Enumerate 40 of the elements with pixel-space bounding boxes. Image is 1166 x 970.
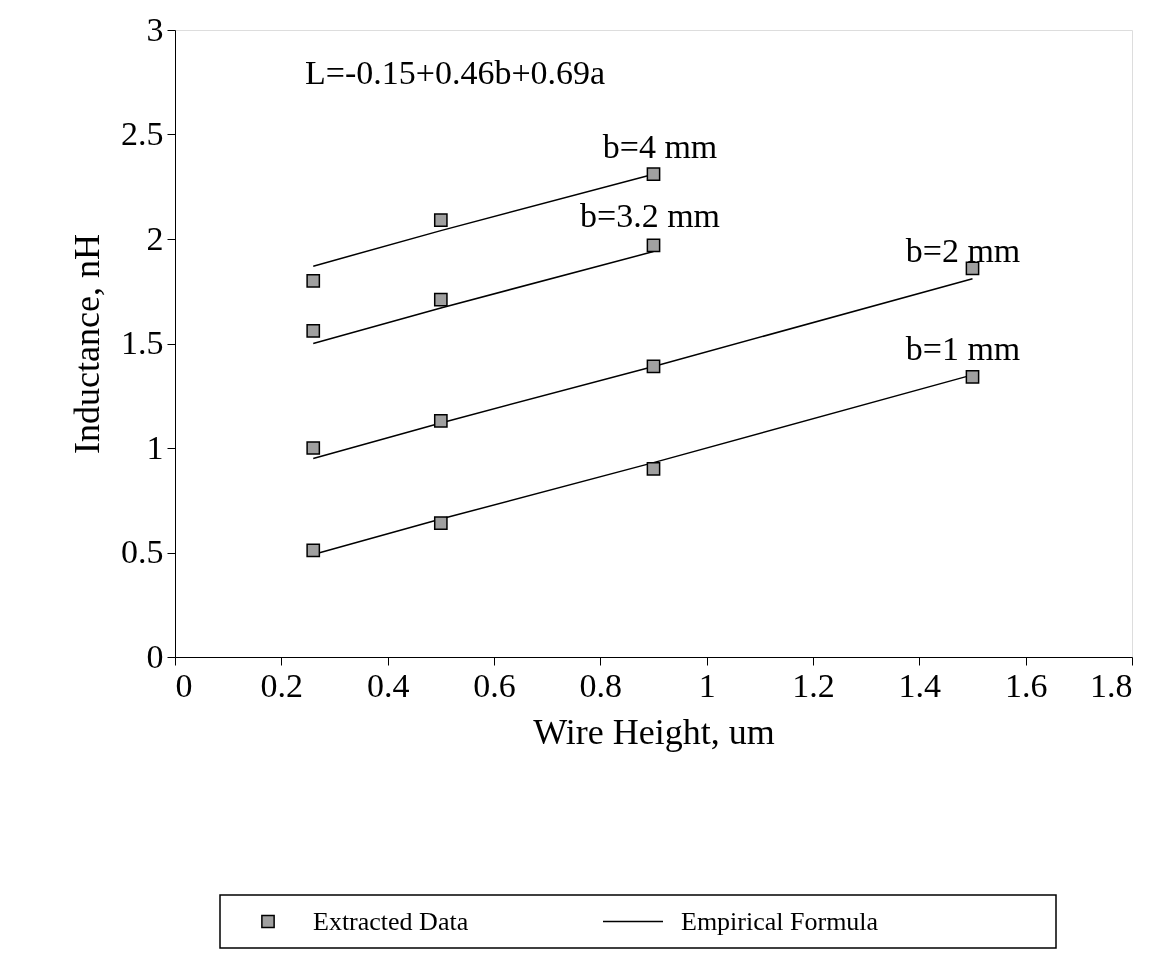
point [306,543,321,558]
point [433,413,448,428]
point [306,324,321,338]
point [646,167,661,182]
point [965,370,980,384]
x-tick-label: 1.8 [1090,666,1133,704]
y-tick-label: 0 [146,637,164,675]
x-tick-label: 1.6 [1004,666,1048,704]
point [646,359,661,374]
annotation: L=-0.15+0.46b+0.69a [305,54,606,91]
y-axis-title: Inductance, nH [67,234,107,454]
point [306,273,321,288]
point [965,261,980,276]
x-tick-label: 0.2 [260,666,304,704]
annotation: b=2 mm [905,232,1021,269]
y-tick-label: 2 [146,219,164,257]
legend-label: Empirical Formula [681,906,879,936]
point [433,516,448,531]
annotation: b=1 mm [905,330,1021,367]
point [433,213,448,228]
x-tick-label: 1.4 [898,666,942,704]
legend-label: Extracted Data [313,906,469,936]
y-tick-label: 3 [146,10,164,48]
x-tick-label: 0.4 [366,666,410,704]
point [433,292,448,307]
annotation: b=3.2 mm [579,197,721,234]
y-tick-label: 1 [146,428,164,466]
x-axis-title: Wire Height, um [533,711,775,752]
annotation: b=4 mm [602,128,718,165]
x-tick-label: 0 [175,666,193,704]
x-tick-label: 0.6 [473,666,516,704]
point [646,462,661,476]
point [306,441,321,455]
x-tick-label: 1 [698,666,716,704]
y-tick-label: 1.5 [121,324,164,361]
y-tick-label: 0.5 [121,533,164,570]
point [646,238,661,253]
x-tick-label: 0.8 [579,666,623,704]
y-tick-label: 2.5 [121,115,164,152]
x-tick-label: 1.2 [792,666,835,704]
